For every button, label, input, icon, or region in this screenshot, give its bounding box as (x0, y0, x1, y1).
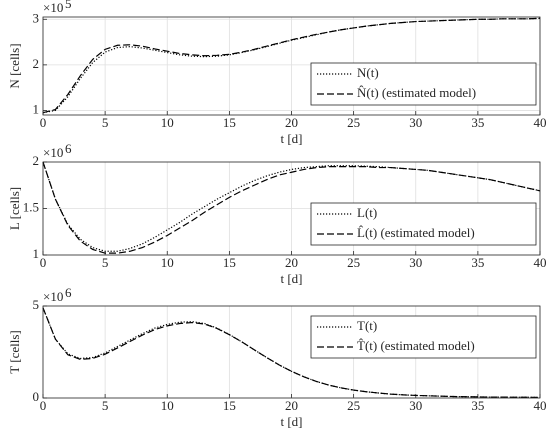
series-line (42, 161, 541, 252)
x-tick-label: 5 (102, 115, 109, 130)
y-multiplier-exponent: 6 (65, 141, 72, 156)
x-tick-label: 35 (471, 255, 484, 270)
y-axis-label: N [cells] (7, 43, 22, 88)
x-tick-label: 0 (40, 255, 47, 270)
legend-label: L(t) (357, 205, 377, 220)
legend-box (310, 62, 537, 106)
x-tick-label: 10 (161, 115, 174, 130)
plot-frame (42, 305, 541, 399)
y-multiplier-exponent: 6 (65, 285, 72, 300)
y-tick-label: 1.5 (23, 199, 39, 214)
x-tick-label: 10 (161, 398, 174, 413)
y-tick-label: 1 (33, 101, 40, 116)
x-tick-label: 30 (409, 115, 422, 130)
legend: N(t) N̂(t) (estimated model) (310, 62, 537, 106)
x-axis-label: t [d] (280, 271, 302, 286)
legend-label: T̂(t) (estimated model) (357, 338, 475, 353)
legend-box (310, 202, 537, 246)
y-multiplier: ×10 (43, 145, 63, 160)
plot-frame (42, 16, 541, 116)
x-tick-label: 30 (409, 398, 422, 413)
x-tick-label: 25 (347, 115, 360, 130)
legend-label: L̂(t) (estimated model) (357, 225, 475, 240)
y-axis-label: T [cells] (7, 330, 22, 373)
x-tick-label: 15 (223, 398, 236, 413)
legend-label: T(t) (357, 318, 377, 333)
x-tick-label: 40 (534, 115, 547, 130)
y-multiplier: ×10 (43, 289, 63, 304)
legend-box (310, 315, 537, 359)
x-tick-label: 20 (285, 115, 298, 130)
y-multiplier-exponent: 5 (65, 0, 72, 11)
legend-label: N̂(t) (estimated model) (357, 85, 476, 100)
x-tick-label: 10 (161, 255, 174, 270)
x-tick-label: 30 (409, 255, 422, 270)
legend: L(t) L̂(t) (estimated model) (310, 202, 537, 246)
x-tick-label: 40 (534, 398, 547, 413)
x-tick-label: 0 (40, 398, 47, 413)
x-tick-label: 25 (347, 398, 360, 413)
x-tick-label: 0 (40, 115, 47, 130)
legend: T(t) T̂(t) (estimated model) (310, 315, 537, 359)
series-line (42, 307, 541, 399)
legend-label: N(t) (357, 65, 379, 80)
x-tick-label: 5 (102, 398, 109, 413)
y-tick-label: 3 (33, 10, 40, 25)
x-tick-label: 25 (347, 255, 360, 270)
y-tick-label: 1 (33, 246, 40, 261)
y-multiplier: ×10 (43, 0, 63, 15)
x-tick-label: 20 (285, 398, 298, 413)
x-tick-label: 15 (223, 255, 236, 270)
y-axis-label: L [cells] (7, 187, 22, 230)
y-tick-label: 2 (33, 56, 40, 71)
x-tick-label: 5 (102, 255, 109, 270)
y-tick-label: 2 (33, 153, 40, 168)
x-tick-label: 15 (223, 115, 236, 130)
plot-frame (42, 161, 541, 256)
y-tick-label: 5 (33, 297, 40, 312)
series-line (42, 161, 541, 254)
y-tick-label: 0 (33, 389, 40, 404)
series-line (42, 307, 541, 399)
x-axis-label: t [d] (280, 414, 302, 429)
x-tick-label: 35 (471, 115, 484, 130)
x-tick-label: 40 (534, 255, 547, 270)
series-line (42, 17, 541, 114)
x-tick-label: 35 (471, 398, 484, 413)
x-axis-label: t [d] (280, 131, 302, 146)
x-tick-label: 20 (285, 255, 298, 270)
